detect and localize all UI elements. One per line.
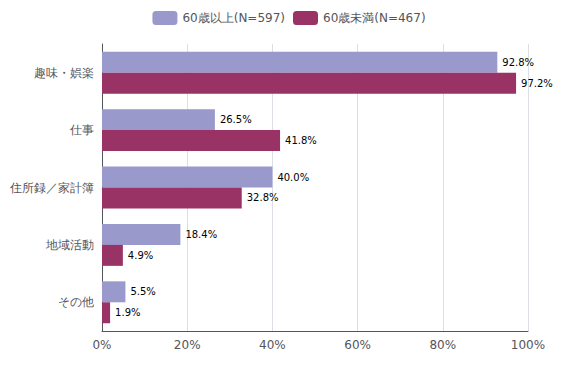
svg-text:20%: 20% [174, 338, 201, 352]
svg-text:40.0%: 40.0% [277, 172, 309, 183]
svg-text:住所録／家計簿: 住所録／家計簿 [9, 181, 94, 195]
svg-text:92.8%: 92.8% [502, 57, 534, 68]
svg-text:仕事: 仕事 [69, 123, 94, 137]
svg-text:その他: その他 [58, 295, 94, 309]
svg-text:32.8%: 32.8% [247, 192, 279, 203]
svg-text:60%: 60% [344, 338, 371, 352]
svg-text:4.9%: 4.9% [128, 250, 153, 261]
svg-text:5.5%: 5.5% [130, 286, 155, 297]
svg-text:41.8%: 41.8% [285, 135, 317, 146]
svg-text:0%: 0% [92, 338, 111, 352]
svg-text:18.4%: 18.4% [185, 229, 217, 240]
svg-text:1.9%: 1.9% [115, 307, 140, 318]
svg-text:26.5%: 26.5% [220, 114, 252, 125]
svg-text:100%: 100% [511, 338, 545, 352]
svg-text:60歳以上(N=597): 60歳以上(N=597) [182, 11, 285, 25]
svg-text:97.2%: 97.2% [521, 78, 553, 89]
svg-text:60歳未満(N=467): 60歳未満(N=467) [323, 11, 426, 25]
svg-text:40%: 40% [259, 338, 286, 352]
svg-text:80%: 80% [429, 338, 456, 352]
svg-text:地域活動: 地域活動 [45, 238, 94, 252]
svg-text:趣味・娯楽: 趣味・娯楽 [34, 66, 94, 80]
